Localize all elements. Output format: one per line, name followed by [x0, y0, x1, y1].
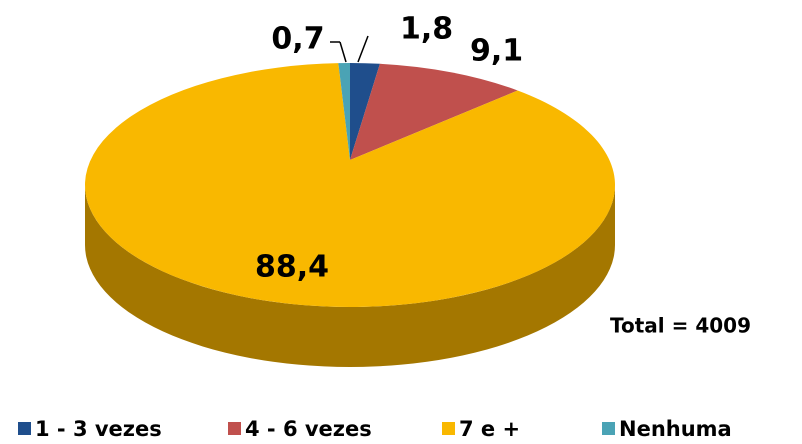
leader-line: [339, 41, 347, 63]
pie: [85, 63, 616, 367]
legend-label: 4 - 6 vezes: [245, 417, 372, 441]
legend-swatch: [228, 422, 241, 435]
legend-swatch: [602, 422, 615, 435]
legend-swatch: [442, 422, 455, 435]
slice: [338, 63, 350, 160]
leader-line: [357, 35, 369, 63]
legend-label: 1 - 3 vezes: [35, 417, 162, 441]
slice: [350, 63, 380, 160]
slice: [85, 63, 616, 307]
legend-swatch: [18, 422, 31, 435]
legend-label: 7 e +: [459, 417, 520, 441]
total-annotation: Total = 4009: [610, 314, 751, 338]
slice-side: [85, 185, 615, 367]
legend-label: Nenhuma: [619, 417, 732, 441]
data-label: 88,4: [255, 250, 329, 285]
data-label: 0,7: [271, 22, 324, 57]
data-label: 9,1: [470, 34, 523, 69]
data-label: 1,8: [400, 12, 453, 47]
slice: [350, 63, 518, 160]
